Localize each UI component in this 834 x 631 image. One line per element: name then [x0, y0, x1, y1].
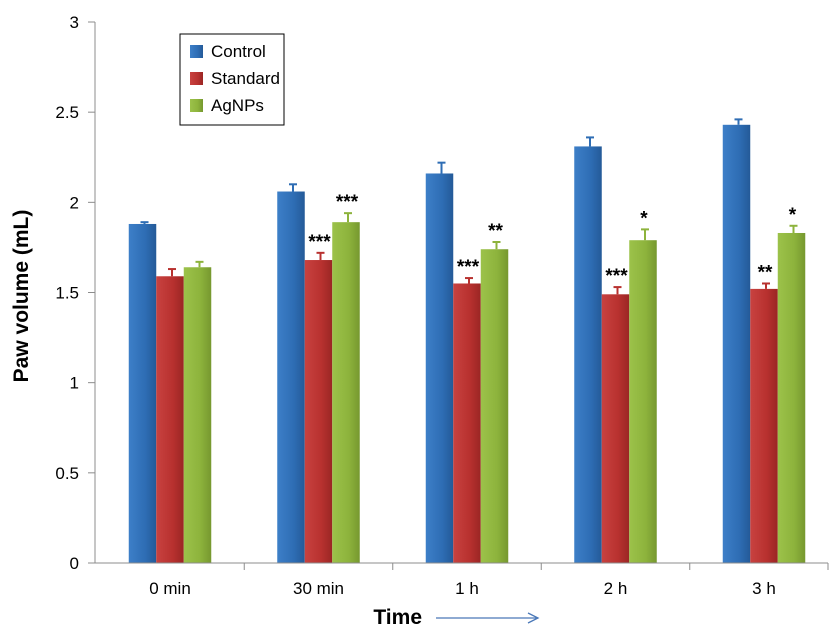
- significance-label-standard: ***: [605, 266, 628, 287]
- bar-standard: [453, 283, 481, 563]
- y-tick-label: 3: [70, 13, 79, 32]
- legend: Control Standard AgNPs: [179, 33, 285, 126]
- legend-swatch-control: [190, 45, 203, 58]
- y-tick-label: 2: [70, 193, 79, 212]
- bar-agnps: [332, 222, 360, 564]
- y-tick-label: 0: [70, 554, 79, 573]
- bar-standard: [304, 260, 333, 563]
- bar-agnps: [777, 232, 806, 564]
- significance-label-agnps: *: [640, 208, 648, 229]
- y-tick-label: 1: [70, 374, 79, 393]
- significance-label-agnps: *: [789, 205, 797, 226]
- bar-agnps: [629, 240, 657, 563]
- bar-control: [277, 191, 305, 563]
- legend-swatch-agnps: [190, 99, 203, 112]
- x-tick-label: 3 h: [752, 579, 776, 598]
- x-axis-ticks: 0 min 30 min 1 h 2 h 3 h: [149, 563, 829, 598]
- significance-label-standard: ***: [308, 232, 331, 253]
- y-axis-title: Paw volume (mL): [10, 210, 33, 383]
- x-tick-label: 30 min: [293, 579, 344, 598]
- x-tick-label: 2 h: [604, 579, 628, 598]
- bar-agnps: [480, 249, 509, 563]
- x-axis-title: Time: [373, 606, 422, 629]
- bar-control: [425, 173, 454, 564]
- bar-control: [722, 124, 751, 563]
- y-tick-label: 0.5: [55, 464, 79, 483]
- significance-label-standard: **: [758, 262, 773, 283]
- y-axis-ticks: 0 0.5 1 1.5 2 2.5 3: [55, 13, 95, 573]
- bars: [128, 124, 806, 564]
- bar-control: [128, 223, 157, 563]
- legend-swatch-standard: [190, 72, 203, 85]
- legend-label-standard: Standard: [211, 69, 280, 88]
- legend-label-agnps: AgNPs: [211, 96, 264, 115]
- significance-label-agnps: **: [488, 221, 503, 242]
- y-tick-label: 1.5: [55, 284, 79, 303]
- x-tick-label: 1 h: [455, 579, 479, 598]
- x-tick-label: 0 min: [149, 579, 191, 598]
- bar-standard: [750, 288, 778, 563]
- significance-labels: ****** *** ******** *: [308, 192, 796, 287]
- bar-standard: [601, 294, 630, 563]
- y-tick-label: 2.5: [55, 103, 79, 122]
- bar-control: [574, 146, 602, 563]
- bar-standard: [156, 276, 184, 563]
- bar-agnps: [183, 267, 212, 563]
- arrow-right-icon: [436, 612, 540, 624]
- legend-label-control: Control: [211, 42, 266, 61]
- error-bars: [140, 118, 798, 295]
- significance-label-agnps: ***: [336, 192, 359, 213]
- significance-label-standard: ***: [457, 257, 480, 278]
